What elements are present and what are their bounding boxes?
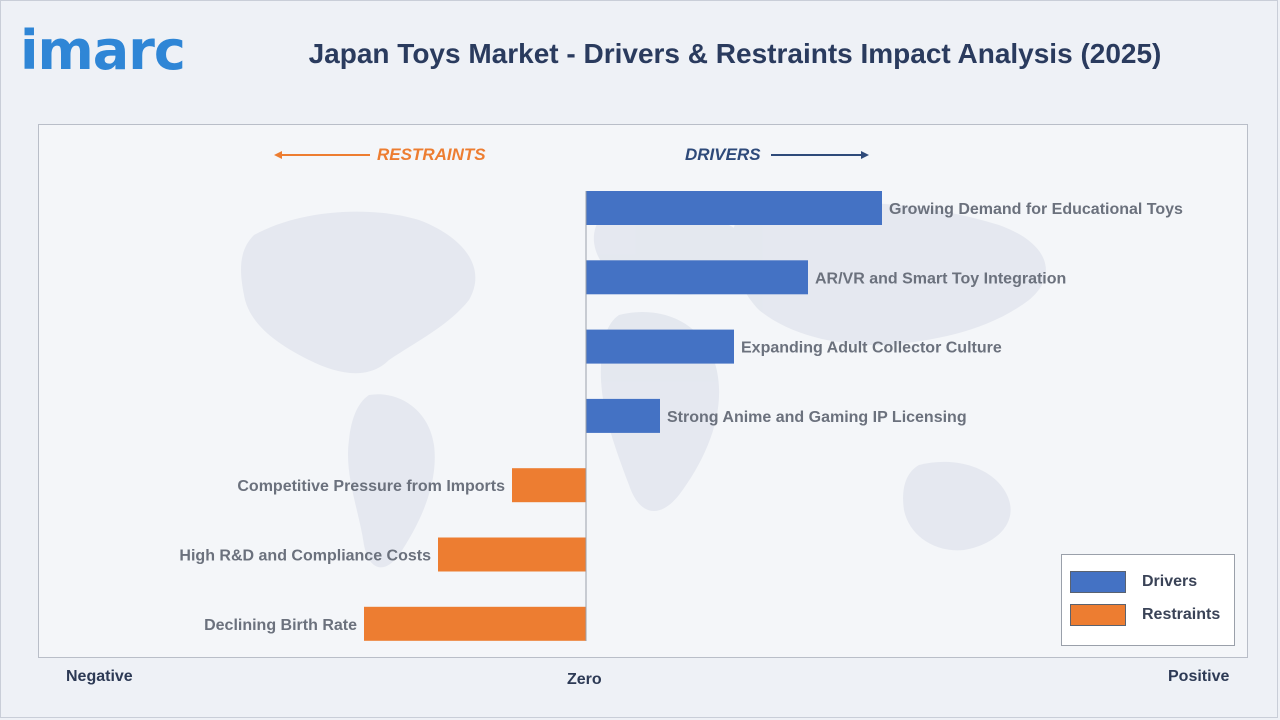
bar-label-0: Growing Demand for Educational Toys — [889, 201, 1183, 218]
zero-label: Zero — [567, 671, 602, 688]
bar-label-5: High R&D and Compliance Costs — [179, 548, 431, 565]
bar-label-2: Expanding Adult Collector Culture — [741, 340, 1002, 357]
positive-label: Positive — [1168, 668, 1230, 685]
legend-swatch-restraints — [1070, 604, 1126, 626]
drivers-arrow — [771, 151, 869, 159]
legend-swatch-drivers — [1070, 571, 1126, 593]
chart-legend: Drivers Restraints — [1061, 554, 1235, 646]
drivers-label: DRIVERS — [685, 145, 761, 164]
world-map-background — [241, 202, 1046, 568]
bar-restraints-5 — [438, 537, 586, 572]
bar-drivers-2 — [586, 329, 734, 364]
page-title: Japan Toys Market - Drivers & Restraints… — [308, 38, 1162, 69]
bar-label-4: Competitive Pressure from Imports — [237, 478, 505, 495]
negative-label: Negative — [66, 668, 133, 685]
bar-restraints-4 — [512, 468, 586, 503]
bar-drivers-3 — [586, 398, 660, 433]
bar-drivers-1 — [586, 260, 808, 295]
bar-label-1: AR/VR and Smart Toy Integration — [815, 270, 1066, 287]
restraints-label: RESTRAINTS — [377, 145, 486, 164]
bar-drivers-0 — [586, 191, 882, 225]
restraints-arrow — [274, 151, 370, 159]
bar-label-3: Strong Anime and Gaming IP Licensing — [667, 409, 967, 426]
impact-chart: Growing Demand for Educational Toys AR/VR… — [179, 191, 1183, 641]
imarc-logo: imarc — [20, 19, 186, 82]
legend-label-drivers: Drivers — [1142, 573, 1198, 590]
legend-label-restraints: Restraints — [1142, 606, 1221, 623]
plot-area: Growing Demand for Educational Toys AR/VR… — [38, 124, 1248, 658]
bar-restraints-6 — [364, 606, 586, 641]
bar-label-6: Declining Birth Rate — [204, 617, 357, 634]
